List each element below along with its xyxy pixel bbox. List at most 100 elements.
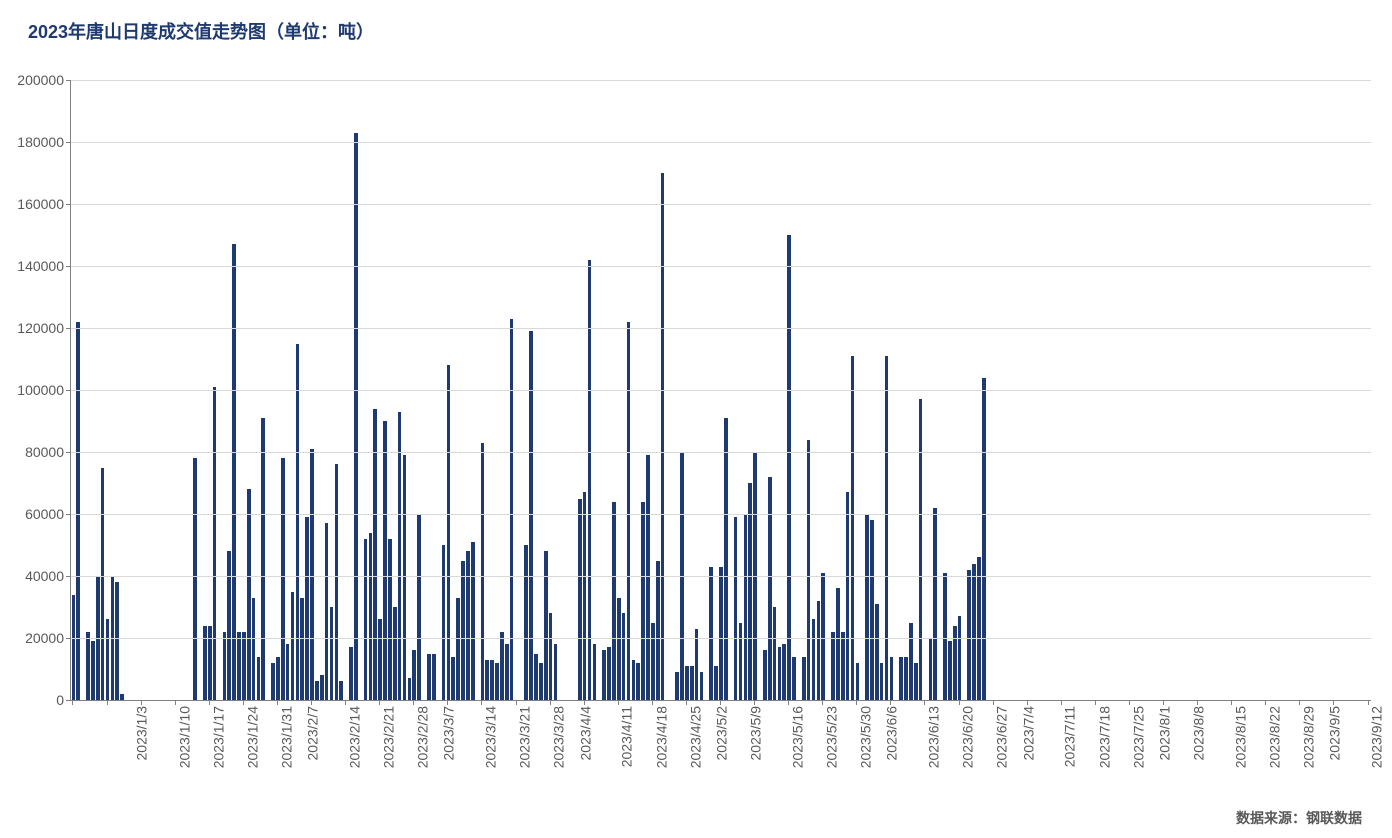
y-tick-label: 120000 (4, 320, 64, 336)
bar (524, 545, 528, 700)
x-tick-mark (959, 700, 960, 705)
bar (417, 514, 421, 700)
x-tick-mark (1095, 700, 1096, 705)
bar (510, 319, 514, 700)
bar (899, 657, 903, 700)
bar (310, 449, 314, 700)
bar (261, 418, 265, 700)
x-tick-label: 2023/5/30 (857, 706, 873, 768)
bar (271, 663, 275, 700)
bar (529, 331, 533, 700)
bar (651, 623, 655, 701)
x-tick-mark (890, 700, 891, 705)
x-tick-mark (481, 700, 482, 705)
bar (617, 598, 621, 700)
bar (933, 508, 937, 700)
bar (378, 619, 382, 700)
x-tick-label: 2023/8/22 (1266, 706, 1282, 768)
bar (485, 660, 489, 700)
x-tick-mark (788, 700, 789, 705)
bar (607, 647, 611, 700)
gridline (71, 638, 1371, 639)
bar (554, 644, 558, 700)
y-tick-mark (66, 266, 71, 267)
x-tick-label: 2023/3/14 (483, 706, 499, 768)
bar (593, 644, 597, 700)
x-tick-mark (618, 700, 619, 705)
x-tick-mark (1265, 700, 1266, 705)
bar (403, 455, 407, 700)
x-tick-label: 2023/3/7 (441, 706, 457, 761)
gridline (71, 266, 1371, 267)
bar (943, 573, 947, 700)
y-tick-mark (66, 390, 71, 391)
bar (719, 567, 723, 700)
x-tick-label: 2023/7/4 (1020, 706, 1036, 761)
bar (836, 588, 840, 700)
bar (578, 499, 582, 701)
y-tick-mark (66, 514, 71, 515)
x-tick-mark (1231, 700, 1232, 705)
gridline (71, 514, 1371, 515)
x-tick-label: 2023/3/21 (517, 706, 533, 768)
x-tick-label: 2023/7/11 (1061, 706, 1077, 767)
bar (257, 657, 261, 700)
bar (544, 551, 548, 700)
bar (442, 545, 446, 700)
bar (812, 619, 816, 700)
bar (490, 660, 494, 700)
bar (106, 619, 110, 700)
bar (427, 654, 431, 701)
x-tick-label: 2023/8/1 (1156, 706, 1172, 761)
bar (232, 244, 236, 700)
x-tick-mark (1061, 700, 1062, 705)
x-tick-mark (1129, 700, 1130, 705)
bar (977, 557, 981, 700)
x-tick-label: 2023/7/25 (1130, 706, 1146, 768)
bar (451, 657, 455, 700)
bar (461, 561, 465, 701)
bar (787, 235, 791, 700)
bar (612, 502, 616, 700)
bar (115, 582, 119, 700)
x-tick-mark (1333, 700, 1334, 705)
x-tick-label: 2023/3/28 (551, 706, 567, 768)
x-tick-label: 2023/4/25 (687, 706, 703, 768)
bar (549, 613, 553, 700)
bar (748, 483, 752, 700)
bar (388, 539, 392, 700)
x-tick-label: 2023/5/2 (713, 706, 729, 761)
x-tick-mark (1368, 700, 1369, 705)
bar (408, 678, 412, 700)
x-tick-mark (1197, 700, 1198, 705)
x-tick-mark (209, 700, 210, 705)
x-tick-mark (413, 700, 414, 705)
chart-container: 2023年唐山日度成交值走势图（单位：吨） 数据来源：钢联数据 02000040… (0, 0, 1392, 838)
bar (831, 632, 835, 700)
x-tick-label: 2023/9/5 (1327, 706, 1343, 761)
bar (904, 657, 908, 700)
bar (929, 638, 933, 700)
plot-area (70, 80, 1371, 701)
bar (471, 542, 475, 700)
x-tick-mark (584, 700, 585, 705)
bar (242, 632, 246, 700)
x-tick-mark (1163, 700, 1164, 705)
bar (447, 365, 451, 700)
x-tick-mark (720, 700, 721, 705)
y-tick-label: 160000 (4, 196, 64, 212)
x-tick-mark (447, 700, 448, 705)
x-tick-label: 2023/8/8 (1190, 706, 1206, 761)
x-tick-mark (686, 700, 687, 705)
bar (841, 632, 845, 700)
y-tick-label: 40000 (4, 568, 64, 584)
bar (412, 650, 416, 700)
bar (958, 616, 962, 700)
bar (885, 356, 889, 700)
bar (349, 647, 353, 700)
bar (851, 356, 855, 700)
gridline (71, 142, 1371, 143)
x-tick-label: 2023/8/29 (1301, 706, 1317, 768)
bar (709, 567, 713, 700)
x-tick-label: 2023/2/14 (346, 706, 362, 768)
